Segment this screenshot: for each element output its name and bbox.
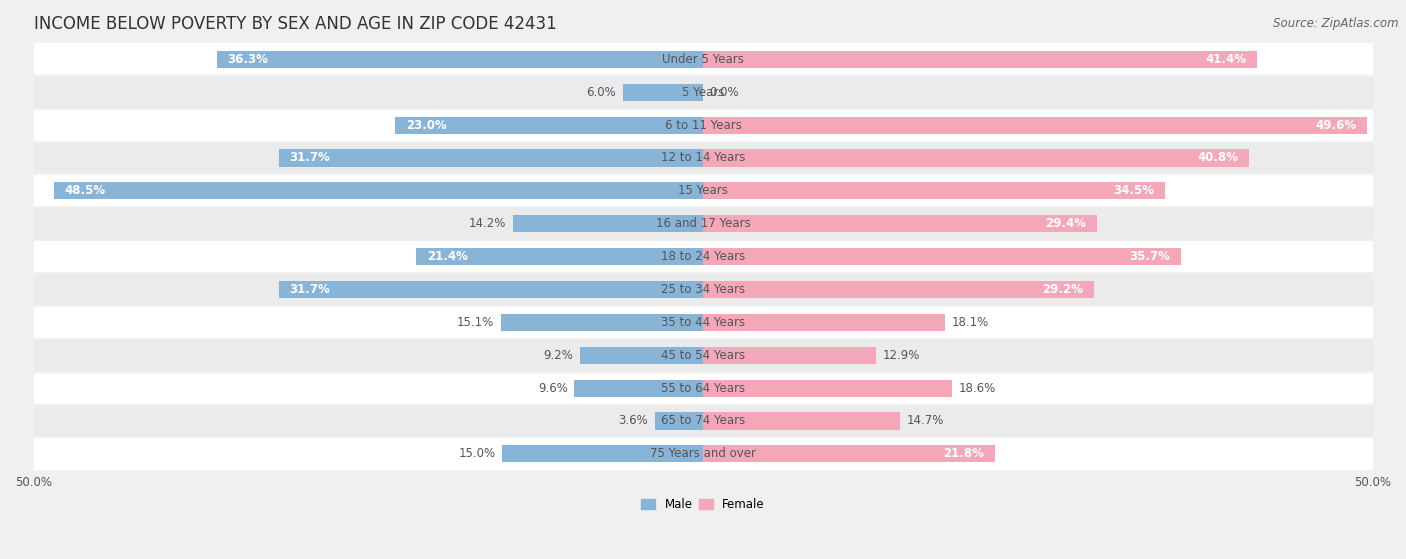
- Bar: [278, 281, 703, 298]
- Text: 15 Years: 15 Years: [678, 184, 728, 197]
- Text: 9.2%: 9.2%: [543, 349, 574, 362]
- Bar: [703, 446, 995, 462]
- Bar: [53, 182, 703, 200]
- Text: 36.3%: 36.3%: [228, 53, 269, 66]
- Bar: [703, 347, 876, 364]
- Bar: [278, 149, 703, 167]
- Bar: [623, 84, 703, 101]
- Text: 15.1%: 15.1%: [457, 316, 494, 329]
- Bar: [502, 446, 703, 462]
- Text: 3.6%: 3.6%: [619, 414, 648, 428]
- Bar: [34, 76, 1372, 108]
- Text: 0.0%: 0.0%: [710, 86, 740, 99]
- Bar: [703, 314, 945, 331]
- Bar: [703, 182, 1166, 200]
- Legend: Male, Female: Male, Female: [637, 493, 769, 516]
- Text: 75 Years and over: 75 Years and over: [650, 447, 756, 461]
- Text: 14.2%: 14.2%: [468, 217, 506, 230]
- Bar: [579, 347, 703, 364]
- Bar: [703, 51, 1257, 68]
- Text: 35.7%: 35.7%: [1129, 250, 1170, 263]
- Text: 35 to 44 Years: 35 to 44 Years: [661, 316, 745, 329]
- Bar: [655, 413, 703, 429]
- Text: 18.1%: 18.1%: [952, 316, 990, 329]
- Bar: [575, 380, 703, 397]
- Text: 49.6%: 49.6%: [1315, 119, 1357, 131]
- Text: 55 to 64 Years: 55 to 64 Years: [661, 382, 745, 395]
- Text: 45 to 54 Years: 45 to 54 Years: [661, 349, 745, 362]
- Bar: [34, 438, 1372, 470]
- Text: Under 5 Years: Under 5 Years: [662, 53, 744, 66]
- Bar: [34, 240, 1372, 273]
- Bar: [395, 116, 703, 134]
- Text: 40.8%: 40.8%: [1198, 151, 1239, 164]
- Bar: [34, 141, 1372, 174]
- Bar: [34, 108, 1372, 141]
- Bar: [703, 248, 1181, 265]
- Bar: [34, 43, 1372, 76]
- Text: INCOME BELOW POVERTY BY SEX AND AGE IN ZIP CODE 42431: INCOME BELOW POVERTY BY SEX AND AGE IN Z…: [34, 15, 557, 33]
- Text: 65 to 74 Years: 65 to 74 Years: [661, 414, 745, 428]
- Text: 21.8%: 21.8%: [943, 447, 984, 461]
- Text: 12.9%: 12.9%: [883, 349, 920, 362]
- Bar: [34, 372, 1372, 405]
- Bar: [34, 207, 1372, 240]
- Text: 18 to 24 Years: 18 to 24 Years: [661, 250, 745, 263]
- Bar: [501, 314, 703, 331]
- Bar: [703, 413, 900, 429]
- Text: 34.5%: 34.5%: [1114, 184, 1154, 197]
- Text: 25 to 34 Years: 25 to 34 Years: [661, 283, 745, 296]
- Text: 21.4%: 21.4%: [427, 250, 468, 263]
- Bar: [34, 273, 1372, 306]
- Text: Source: ZipAtlas.com: Source: ZipAtlas.com: [1274, 17, 1399, 30]
- Bar: [703, 149, 1250, 167]
- Bar: [703, 380, 952, 397]
- Bar: [34, 174, 1372, 207]
- Text: 9.6%: 9.6%: [538, 382, 568, 395]
- Bar: [217, 51, 703, 68]
- Text: 15.0%: 15.0%: [458, 447, 495, 461]
- Bar: [34, 405, 1372, 438]
- Bar: [34, 339, 1372, 372]
- Text: 23.0%: 23.0%: [406, 119, 447, 131]
- Text: 6 to 11 Years: 6 to 11 Years: [665, 119, 741, 131]
- Bar: [703, 215, 1097, 233]
- Text: 31.7%: 31.7%: [290, 151, 330, 164]
- Bar: [703, 116, 1367, 134]
- Text: 29.4%: 29.4%: [1045, 217, 1085, 230]
- Text: 6.0%: 6.0%: [586, 86, 616, 99]
- Text: 12 to 14 Years: 12 to 14 Years: [661, 151, 745, 164]
- Bar: [703, 281, 1094, 298]
- Text: 48.5%: 48.5%: [65, 184, 105, 197]
- Text: 41.4%: 41.4%: [1205, 53, 1247, 66]
- Bar: [416, 248, 703, 265]
- Text: 14.7%: 14.7%: [907, 414, 943, 428]
- Bar: [513, 215, 703, 233]
- Text: 16 and 17 Years: 16 and 17 Years: [655, 217, 751, 230]
- Text: 18.6%: 18.6%: [959, 382, 995, 395]
- Text: 5 Years: 5 Years: [682, 86, 724, 99]
- Text: 31.7%: 31.7%: [290, 283, 330, 296]
- Text: 29.2%: 29.2%: [1042, 283, 1083, 296]
- Bar: [34, 306, 1372, 339]
